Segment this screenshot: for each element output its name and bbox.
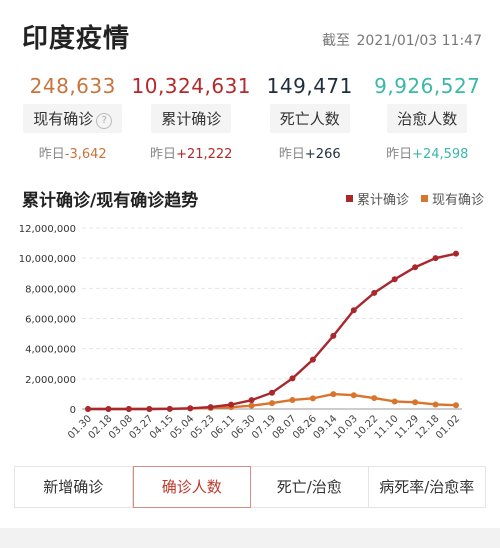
data-point [309, 356, 316, 363]
data-point [330, 332, 337, 339]
data-point [309, 395, 316, 402]
delta-value: +24,598 [412, 147, 469, 162]
as-of-datetime: 2021/01/03 11:47 [356, 33, 483, 49]
stat-deaths: 149,471 死亡人数 昨日+266 [251, 74, 369, 162]
y-tick-label: 6,000,000 [25, 315, 76, 326]
tab-deaths-recovered[interactable]: 死亡/治愈 [251, 466, 369, 508]
delta-value: -3,642 [64, 147, 107, 162]
data-point [85, 406, 91, 412]
data-point [269, 400, 275, 407]
data-point [453, 402, 459, 409]
data-point [105, 405, 112, 412]
data-point [412, 399, 419, 406]
chart-title: 累计确诊/现有确诊趋势 [22, 191, 199, 211]
stat-label-text: 现有确诊 [33, 110, 94, 128]
delta-prefix: 昨日 [386, 147, 413, 162]
chart-legend: 累计确诊 现有确诊 [345, 189, 484, 208]
legend-item-current[interactable]: 现有确诊 [420, 189, 484, 208]
stat-value: 9,926,527 [374, 74, 481, 98]
bottom-strip [0, 528, 500, 548]
data-point [248, 402, 255, 409]
delta-prefix: 昨日 [278, 147, 305, 162]
delta-value: +266 [304, 147, 341, 162]
data-point [166, 405, 173, 412]
stat-total-confirmed: 10,324,631 累计确诊 昨日+21,222 [132, 74, 252, 162]
stat-value: 10,324,631 [131, 74, 252, 98]
y-tick-label: 0 [70, 405, 76, 416]
stat-delta: 昨日+266 [251, 143, 369, 162]
legend-item-total[interactable]: 累计确诊 [345, 189, 409, 208]
stat-label: 治愈人数 [387, 104, 468, 133]
data-point [269, 389, 275, 396]
data-point [453, 250, 459, 257]
data-point [432, 255, 439, 262]
data-point [391, 276, 398, 283]
data-point [248, 397, 255, 404]
x-tick-label: 01.02 [434, 413, 462, 441]
data-point [432, 401, 439, 408]
data-point [187, 405, 194, 412]
stat-label: 死亡人数 [269, 104, 350, 133]
legend-label: 累计确诊 [356, 193, 409, 208]
y-tick-label: 10,000,000 [19, 254, 76, 265]
delta-prefix: 昨日 [150, 147, 177, 162]
y-tick-label: 12,000,000 [19, 224, 76, 235]
data-point [350, 307, 357, 314]
legend-label: 现有确诊 [431, 193, 484, 208]
stat-delta: 昨日+21,222 [132, 143, 252, 162]
tab-bar: 新增确诊 确诊人数 死亡/治愈 病死率/治愈率 [14, 466, 486, 508]
series-line-0 [87, 252, 457, 411]
data-point [371, 289, 378, 296]
data-point [391, 398, 398, 405]
data-point [207, 404, 214, 411]
stat-delta: 昨日+24,598 [369, 143, 487, 162]
y-tick-label: 4,000,000 [25, 345, 76, 356]
data-point [350, 392, 357, 399]
data-point [412, 264, 419, 271]
as-of-prefix: 截至 [322, 33, 351, 49]
stats-row: 248,633 现有确诊? 昨日-3,642 10,324,631 累计确诊 昨… [14, 74, 486, 162]
as-of-timestamp: 截至 2021/01/03 11:47 [320, 30, 482, 50]
help-icon[interactable]: ? [96, 113, 113, 129]
data-point [125, 405, 132, 412]
tab-new-confirmed[interactable]: 新增确诊 [14, 466, 133, 508]
data-point [289, 396, 296, 403]
tab-fatality-recovery-rate[interactable]: 病死率/治愈率 [368, 466, 486, 508]
delta-value: +21,222 [176, 147, 233, 162]
trend-chart[interactable]: 0 2,000,000 4,000,000 6,000,000 8,000,000 10,… [0, 215, 500, 465]
tab-confirmed-count[interactable]: 确诊人数 [132, 466, 251, 508]
stat-recovered: 9,926,527 治愈人数 昨日+24,598 [369, 74, 487, 162]
data-point [289, 375, 296, 382]
legend-swatch [345, 195, 353, 202]
y-tick-label: 8,000,000 [25, 284, 76, 295]
stat-value: 248,633 [29, 74, 116, 98]
data-point [371, 395, 378, 402]
page-title: 印度疫情 [22, 24, 131, 54]
data-point [146, 405, 153, 412]
y-tick-label: 2,000,000 [25, 375, 76, 386]
stat-value: 149,471 [266, 74, 353, 98]
data-point [330, 391, 337, 398]
stat-delta: 昨日-3,642 [14, 143, 132, 162]
legend-swatch [420, 195, 428, 202]
data-point [228, 401, 235, 408]
stat-label: 累计确诊 [151, 104, 232, 133]
delta-prefix: 昨日 [38, 147, 65, 162]
stat-current-confirmed: 248,633 现有确诊? 昨日-3,642 [14, 74, 132, 162]
stat-label: 现有确诊? [23, 104, 123, 133]
